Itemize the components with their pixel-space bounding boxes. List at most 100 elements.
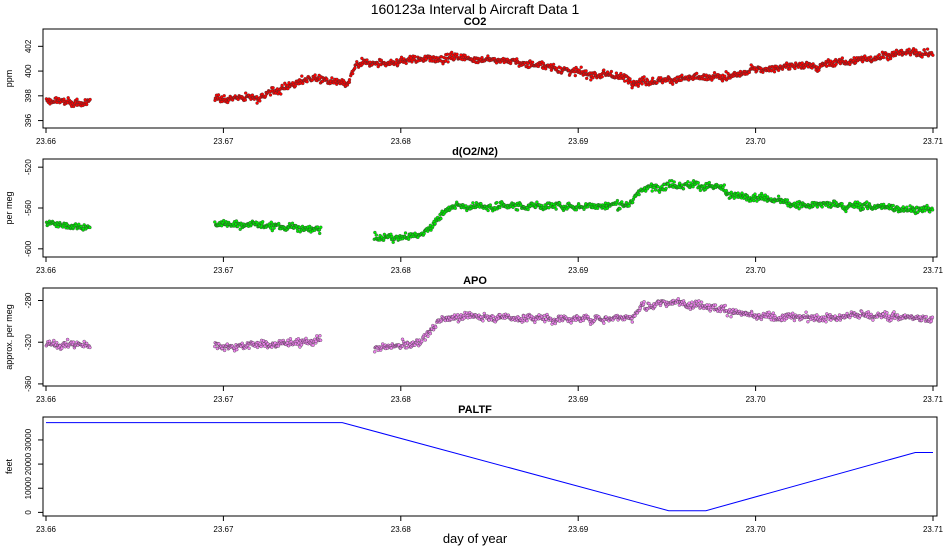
data-point-o2n2	[596, 206, 600, 210]
y-tick-label-co2: 396	[24, 113, 33, 127]
data-point-o2n2	[882, 202, 886, 207]
data-point-o2n2	[656, 185, 660, 189]
data-point-co2	[869, 55, 873, 59]
panel-title-paltf: PALTF	[458, 404, 492, 416]
y-tick-label-o2n2: -560	[24, 199, 33, 216]
data-point-o2n2	[861, 207, 866, 211]
data-point-co2	[645, 78, 650, 83]
data-point-co2	[301, 81, 305, 86]
data-point-apo	[420, 339, 424, 344]
data-point-o2n2	[535, 200, 539, 204]
data-point-co2	[450, 50, 454, 55]
data-point-co2	[480, 55, 484, 60]
data-point-co2	[293, 84, 297, 88]
data-point-o2n2	[618, 207, 622, 211]
data-point-apo	[725, 314, 729, 318]
data-point-apo	[88, 345, 92, 350]
data-point-apo	[225, 342, 229, 346]
data-point-co2	[602, 68, 606, 72]
data-point-o2n2	[796, 203, 800, 208]
data-point-apo	[52, 338, 56, 343]
data-point-o2n2	[319, 225, 323, 229]
data-point-apo	[299, 343, 304, 347]
data-point-apo	[222, 348, 227, 353]
data-point-o2n2	[471, 201, 475, 205]
data-point-co2	[671, 82, 675, 86]
data-point-co2	[640, 82, 644, 86]
panel-title-o2n2: d(O2/N2)	[452, 146, 498, 158]
data-point-co2	[347, 78, 352, 82]
data-point-co2	[287, 81, 291, 85]
data-point-co2	[486, 54, 490, 58]
data-point-o2n2	[891, 203, 895, 208]
series-line-paltf	[46, 422, 933, 512]
data-point-apo	[318, 334, 322, 338]
x-tick-label-o2n2: 23.69	[568, 266, 589, 275]
y-axis-label-paltf: feet	[4, 458, 14, 474]
x-tick-label-apo: 23.71	[923, 395, 944, 404]
data-point-co2	[244, 91, 248, 95]
data-point-apo	[456, 313, 460, 317]
data-point-co2	[573, 73, 577, 78]
y-tick-label-co2: 400	[24, 64, 33, 78]
data-point-o2n2	[631, 200, 635, 205]
data-point-o2n2	[637, 192, 641, 197]
data-point-o2n2	[923, 209, 927, 213]
x-tick-label-o2n2: 23.71	[923, 266, 944, 275]
y-tick-label-paltf: 10000	[24, 477, 33, 500]
data-point-co2	[445, 52, 450, 56]
data-point-apo	[723, 303, 727, 308]
data-point-o2n2	[664, 186, 668, 191]
data-point-co2	[614, 71, 619, 75]
data-point-o2n2	[261, 220, 265, 224]
data-point-apo	[806, 320, 810, 324]
data-point-apo	[60, 346, 64, 350]
data-point-co2	[788, 67, 792, 71]
y-tick-label-co2: 402	[24, 39, 33, 53]
data-point-o2n2	[840, 202, 844, 206]
data-point-co2	[680, 73, 684, 77]
data-point-o2n2	[297, 225, 302, 229]
series-points-apo	[44, 297, 935, 354]
data-point-apo	[892, 310, 896, 314]
data-point-co2	[585, 76, 589, 81]
x-tick-label-apo: 23.69	[568, 395, 589, 404]
data-point-o2n2	[901, 205, 905, 209]
plot-frame-apo	[42, 287, 938, 387]
data-point-apo	[213, 344, 217, 349]
data-point-o2n2	[698, 188, 703, 193]
data-point-co2	[899, 48, 904, 53]
data-point-apo	[481, 319, 485, 323]
data-point-apo	[602, 321, 606, 325]
data-point-co2	[455, 52, 459, 56]
data-point-o2n2	[498, 205, 502, 210]
plot-frame-co2	[42, 28, 938, 129]
data-point-co2	[85, 102, 89, 107]
data-point-o2n2	[797, 207, 801, 211]
y-tick-label-o2n2: -600	[24, 240, 33, 257]
series-points-co2	[44, 47, 935, 109]
data-point-apo	[699, 300, 704, 304]
data-point-apo	[697, 299, 701, 303]
data-point-co2	[579, 65, 583, 69]
data-point-o2n2	[453, 206, 457, 210]
data-point-apo	[525, 319, 529, 323]
x-tick-label-co2: 23.71	[923, 137, 944, 146]
data-point-co2	[776, 68, 781, 73]
data-point-apo	[428, 331, 432, 336]
data-point-co2	[279, 92, 283, 96]
x-tick-label-apo: 23.66	[36, 395, 57, 404]
y-tick-label-apo: -360	[24, 375, 33, 392]
data-point-apo	[676, 297, 680, 301]
data-point-apo	[482, 311, 486, 316]
data-point-o2n2	[220, 224, 224, 228]
data-point-o2n2	[865, 200, 869, 204]
x-tick-label-o2n2: 23.68	[391, 266, 412, 275]
data-point-apo	[824, 320, 828, 324]
data-point-co2	[530, 60, 535, 64]
data-point-co2	[848, 62, 852, 67]
data-point-co2	[769, 69, 774, 73]
x-tick-label-co2: 23.69	[568, 137, 589, 146]
